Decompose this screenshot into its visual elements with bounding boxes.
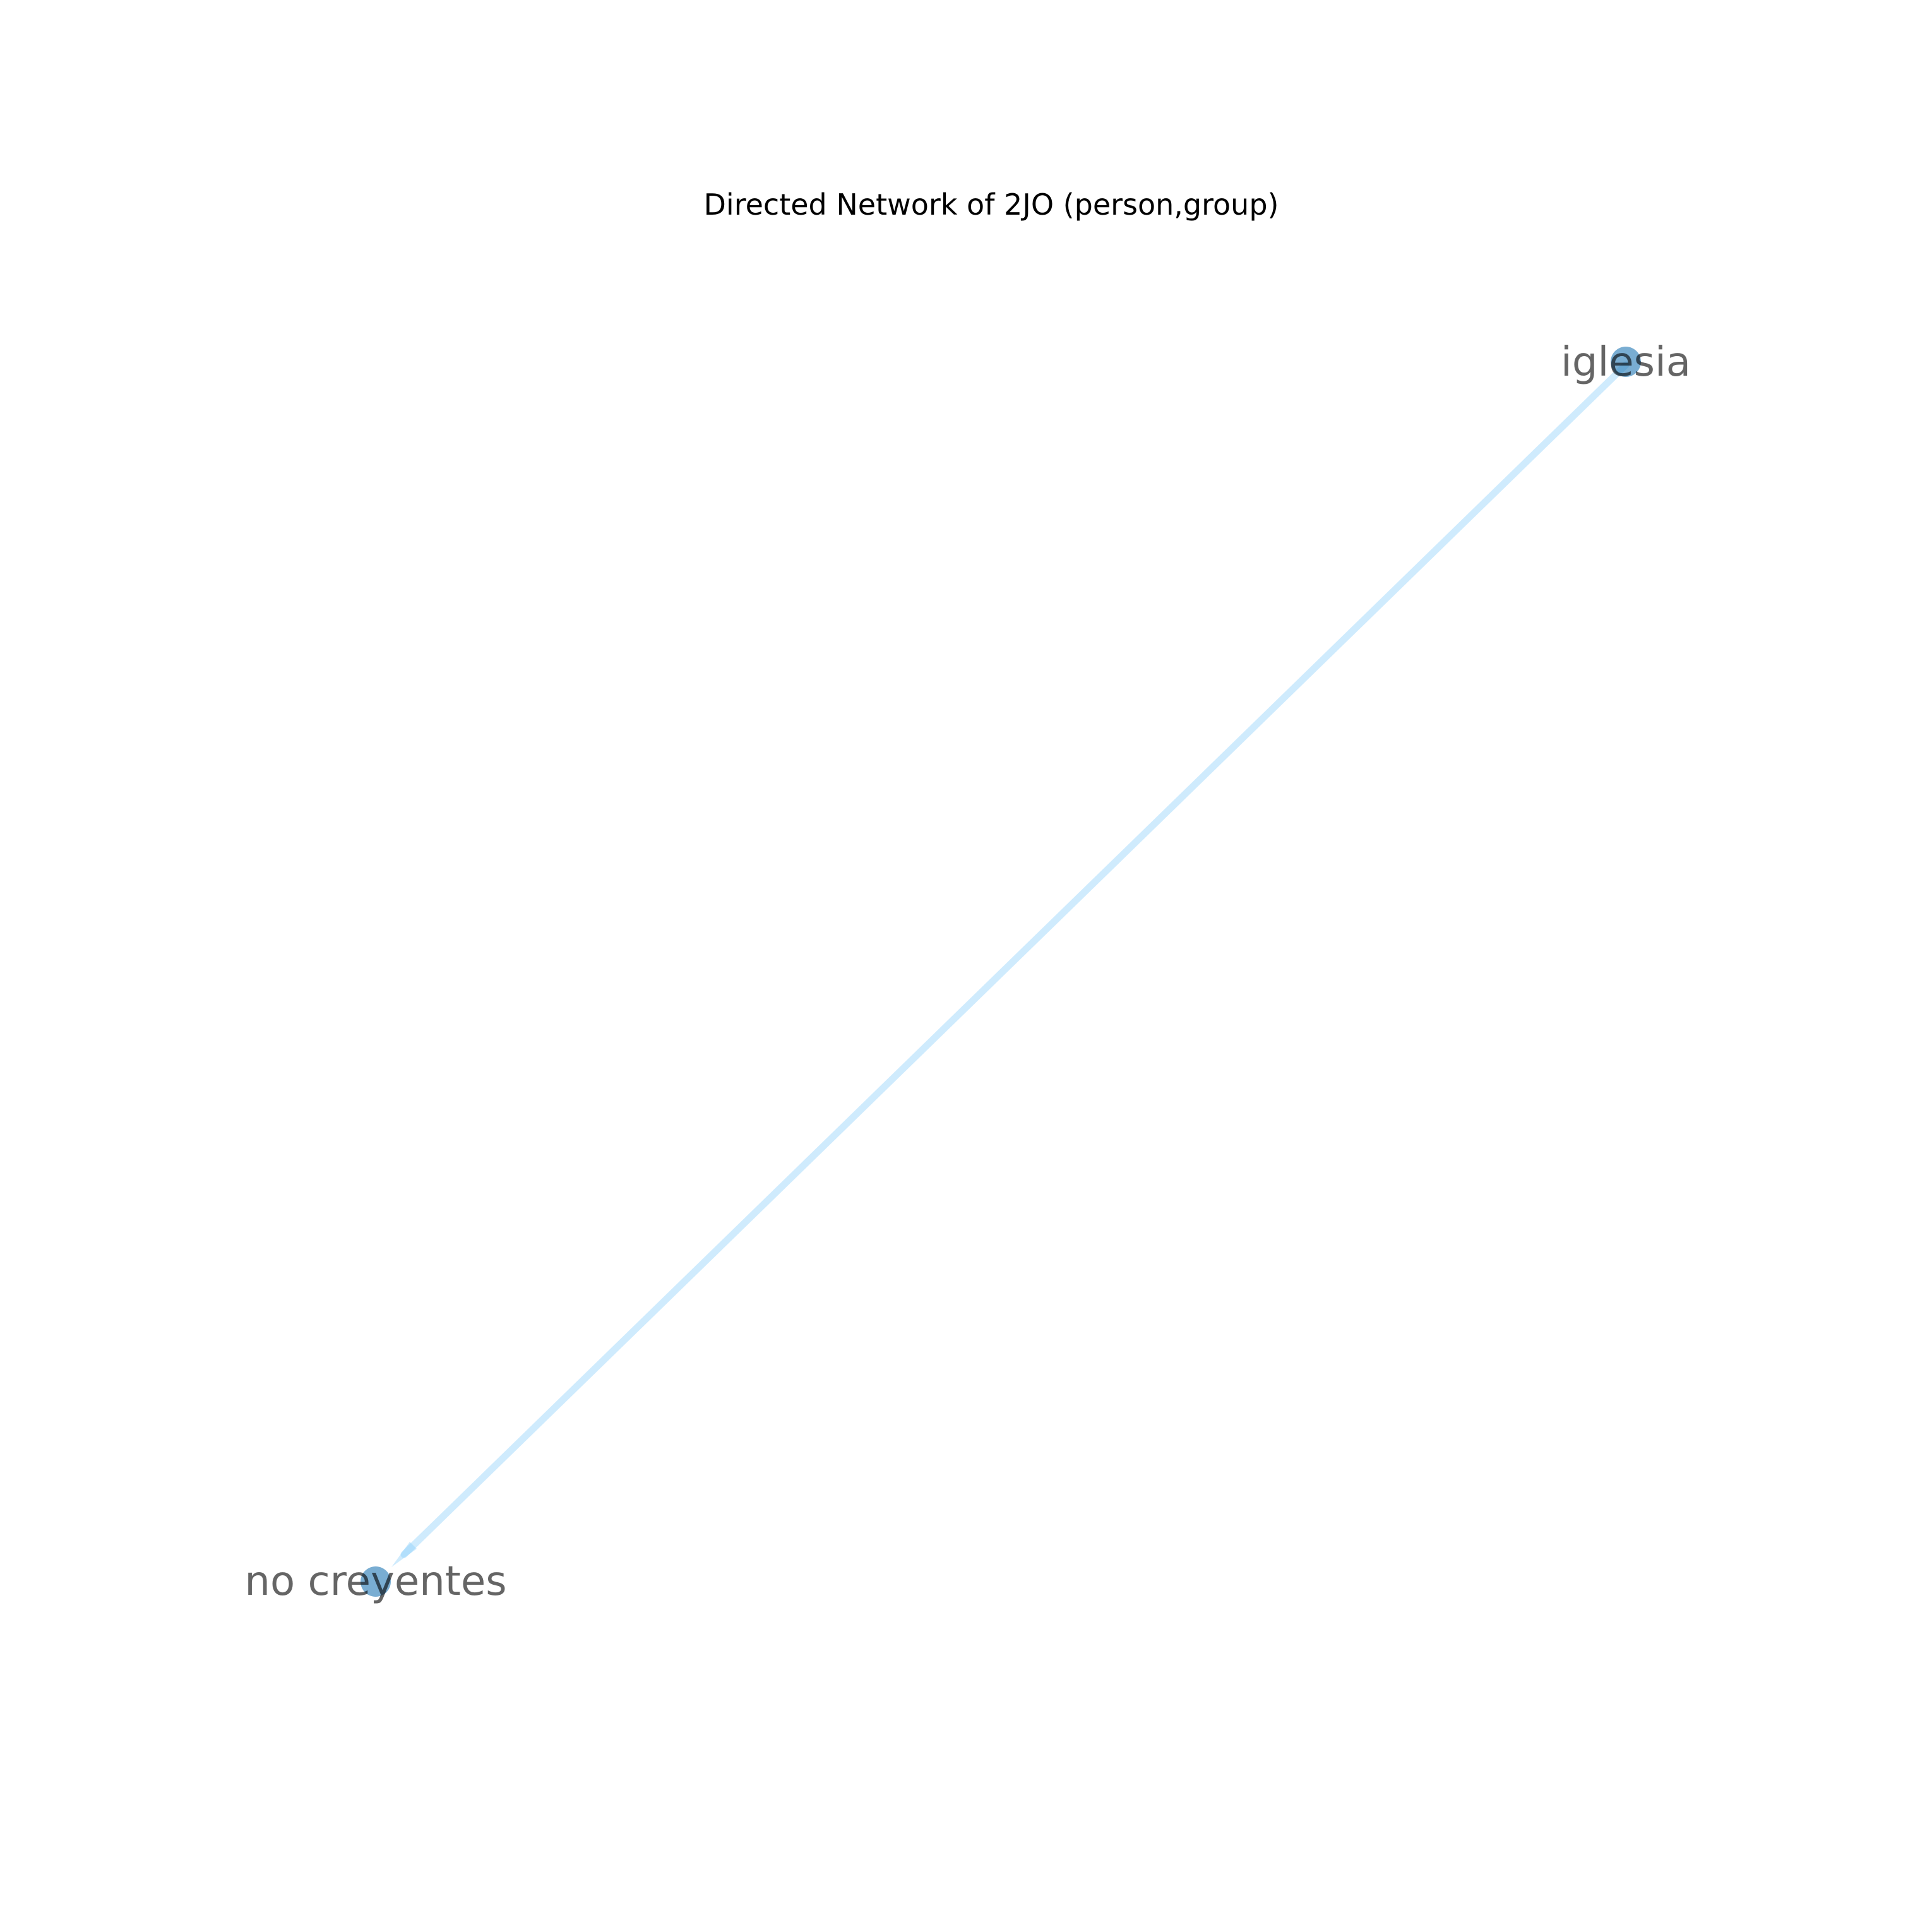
- node-iglesia[interactable]: [1611, 347, 1641, 377]
- node-label-iglesia: iglesia: [1561, 339, 1691, 386]
- edge-arrowhead: [391, 1542, 417, 1567]
- edge-layer: [391, 361, 1630, 1567]
- node-label-no-creyentes: no creyentes: [244, 1558, 506, 1605]
- diagram-title: Directed Network of 2JO (person,group): [704, 188, 1279, 222]
- label-layer: iglesia no creyentes: [244, 339, 1691, 1605]
- node-layer: [361, 347, 1641, 1597]
- node-no-creyentes[interactable]: [361, 1566, 391, 1597]
- edge-iglesia-to-no-creyentes: [400, 361, 1630, 1558]
